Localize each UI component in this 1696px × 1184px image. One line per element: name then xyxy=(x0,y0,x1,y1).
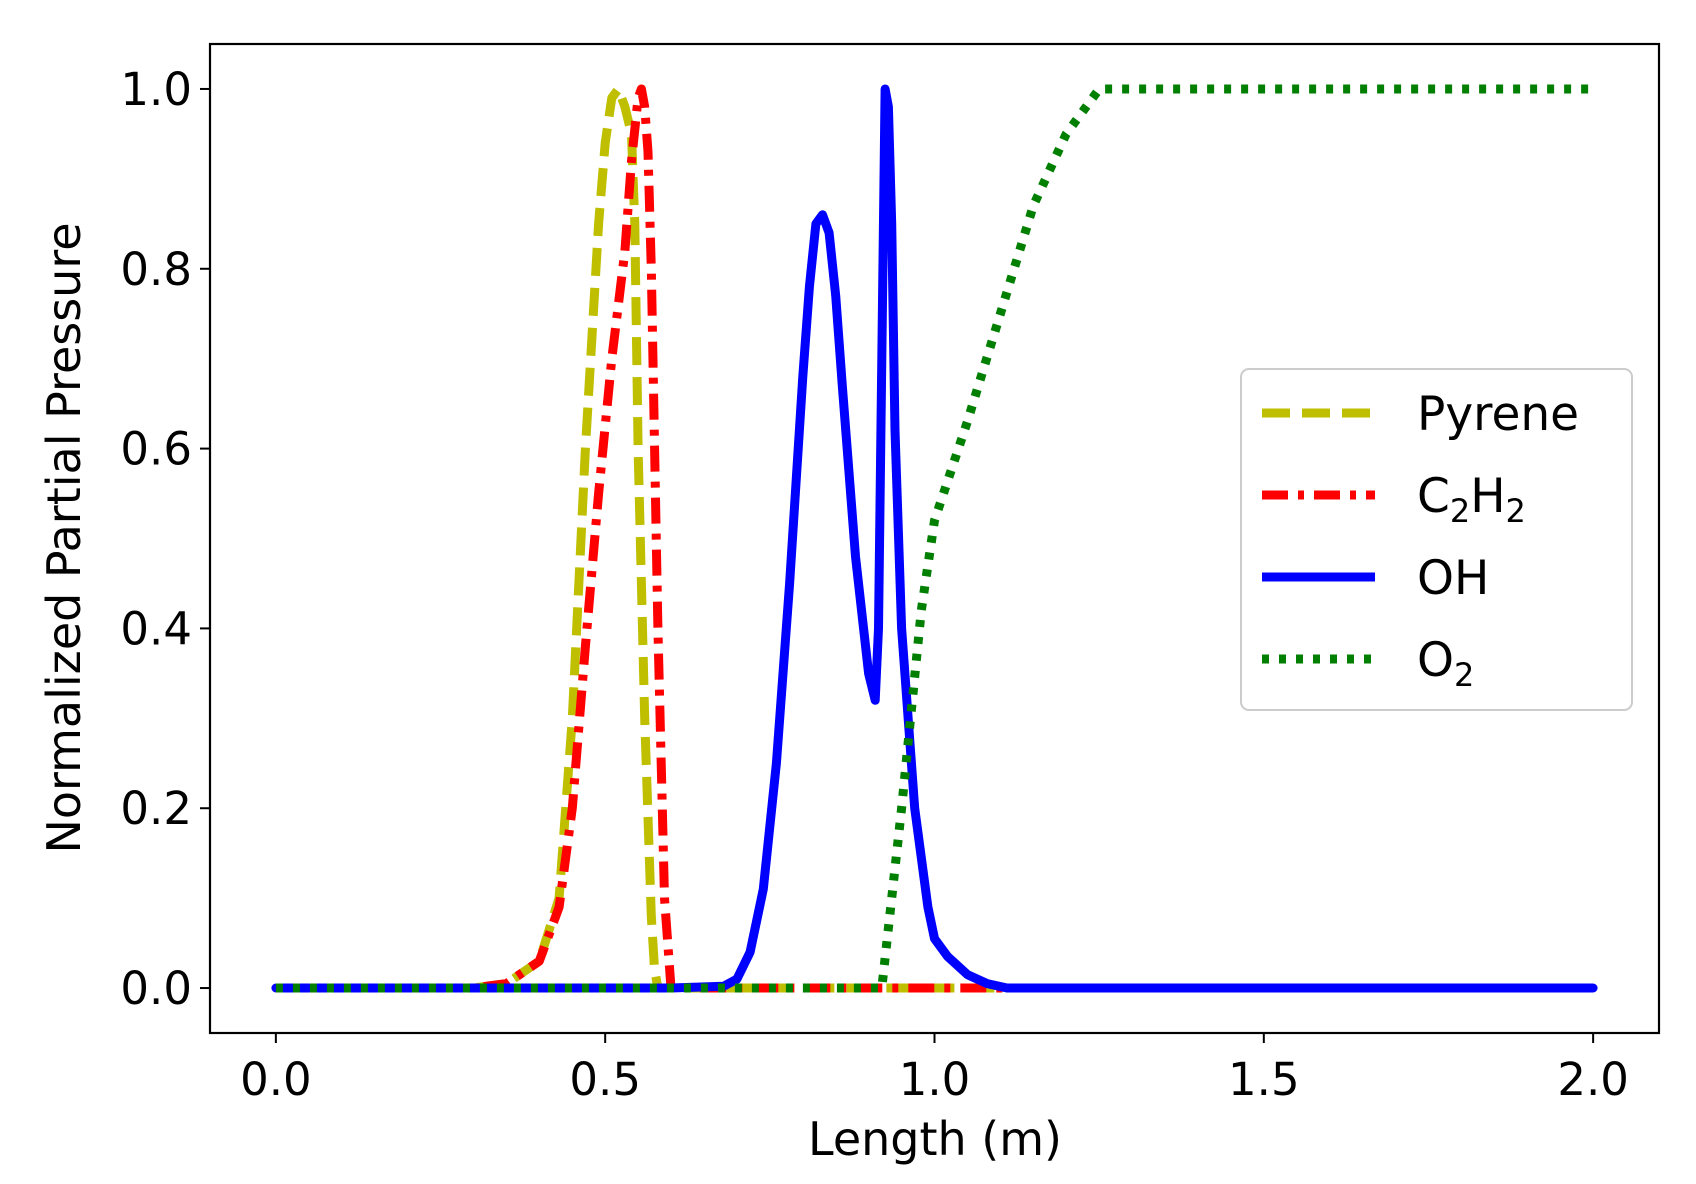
series-layer xyxy=(271,84,1598,993)
y-tick-label: 1.0 xyxy=(120,63,192,116)
legend-box xyxy=(1240,368,1633,711)
legend-label-pyrene: Pyrene xyxy=(1417,387,1579,442)
x-axis: 0.0 0.5 1.0 1.5 2.0 xyxy=(240,1033,1629,1106)
legend-label-oh: OH xyxy=(1417,551,1489,606)
y-tick-label: 0.8 xyxy=(120,243,192,296)
x-tick-label: 1.5 xyxy=(1228,1053,1300,1106)
x-tick-label: 0.5 xyxy=(569,1053,641,1106)
y-tick-label: 0.2 xyxy=(120,782,192,835)
legend: Pyrene C2H2 OH O2 xyxy=(1240,368,1633,711)
series-line-c2h2 xyxy=(275,84,1594,993)
x-tick-label: 1.0 xyxy=(899,1053,971,1106)
y-axis-label: Normalized Partial Pressure xyxy=(37,222,91,853)
legend-label-c2h2: C2H2 xyxy=(1417,469,1526,530)
y-tick-label: 0.0 xyxy=(120,962,192,1015)
x-tick-label: 0.0 xyxy=(240,1053,312,1106)
x-axis-label: Length (m) xyxy=(808,1112,1062,1166)
y-tick-label: 0.6 xyxy=(120,423,192,476)
y-axis: 0.0 0.2 0.4 0.6 0.8 1.0 xyxy=(120,63,210,1015)
y-tick-label: 0.4 xyxy=(120,602,192,655)
series-line-oh xyxy=(271,84,1598,993)
x-tick-label: 2.0 xyxy=(1557,1053,1629,1106)
legend-label-o2: O2 xyxy=(1417,633,1474,694)
